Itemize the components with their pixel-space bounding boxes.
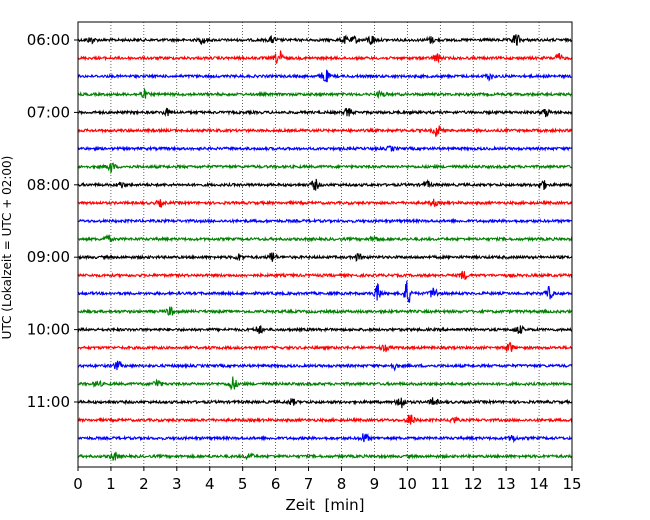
trace-0915: [77, 270, 573, 280]
x-tick-label: 4: [205, 475, 215, 493]
trace-0600: [77, 34, 573, 46]
trace-0945: [77, 306, 573, 316]
x-tick-label: 15: [562, 475, 581, 493]
x-tick-label: 7: [304, 475, 314, 493]
x-tick-label: 11: [431, 475, 450, 493]
y-axis-ticks: 06:00 07:00 08:00 09:00 10:00 11:00: [27, 31, 78, 411]
x-tick-label: 13: [497, 475, 516, 493]
trace-1145: [77, 451, 573, 461]
vertical-grid: [77, 22, 573, 467]
trace-0800: [77, 178, 573, 191]
x-tick-label: 2: [139, 475, 149, 493]
trace-1000: [77, 324, 573, 335]
x-tick-label: 14: [530, 475, 549, 493]
trace-0845: [77, 233, 573, 243]
trace-0815: [77, 198, 573, 208]
x-tick-label: 8: [337, 475, 347, 493]
x-tick-label: 12: [464, 475, 483, 493]
trace-1130: [77, 433, 573, 444]
y-tick-label: 08:00: [27, 176, 70, 194]
x-axis-label: Zeit [min]: [285, 496, 364, 514]
x-tick-label: 3: [172, 475, 182, 493]
y-tick-label: 06:00: [27, 31, 70, 49]
x-tick-label: 6: [271, 475, 281, 493]
trace-1100: [77, 397, 573, 409]
y-tick-label: 07:00: [27, 103, 70, 121]
trace-0745: [77, 162, 573, 175]
trace-1030: [77, 360, 573, 372]
trace-0615: [77, 50, 573, 64]
trace-1045: [77, 376, 573, 391]
trace-0900: [77, 252, 573, 262]
plot-frame: [77, 21, 573, 468]
y-tick-label: 11:00: [27, 393, 70, 411]
y-axis-label: UTC (Lokalzeit = UTC + 02:00): [0, 156, 14, 340]
trace-0715: [77, 125, 573, 137]
trace-1115: [77, 414, 573, 425]
x-axis-ticks: 0 1 2 3 4 5 6 7 8 9 10 11 12 13 14 15: [73, 467, 582, 493]
x-tick-label: 1: [106, 475, 116, 493]
x-tick-label: 0: [73, 475, 83, 493]
x-tick-label: 5: [238, 475, 248, 493]
trace-0630: [77, 69, 573, 83]
x-tick-label: 10: [398, 475, 417, 493]
trace-0830: [77, 217, 573, 225]
y-tick-label: 10:00: [27, 321, 70, 339]
y-tick-label: 09:00: [27, 248, 70, 266]
seismogram-traces: [77, 34, 573, 461]
trace-0700: [77, 107, 573, 118]
trace-1015: [77, 341, 573, 353]
trace-0730: [77, 145, 573, 152]
trace-0930: [77, 280, 573, 303]
x-tick-label: 9: [370, 475, 380, 493]
trace-0645: [77, 87, 573, 99]
